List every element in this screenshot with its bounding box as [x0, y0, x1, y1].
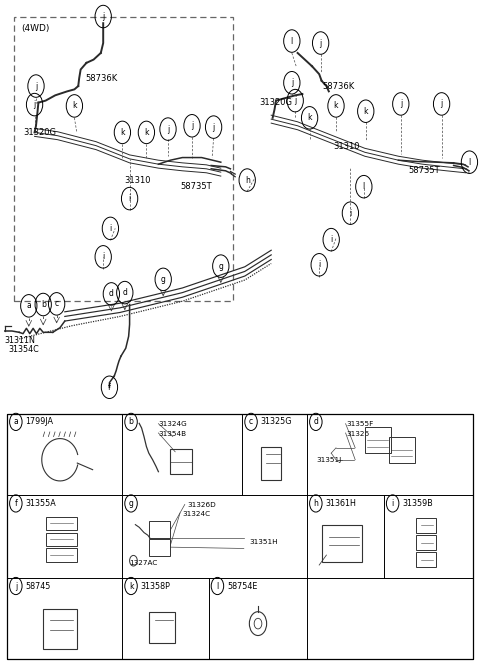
Text: 31326D: 31326D: [187, 502, 216, 508]
Text: k: k: [307, 113, 312, 122]
Text: i: i: [318, 260, 320, 269]
Text: 31351H: 31351H: [250, 539, 278, 545]
Text: j: j: [167, 124, 169, 134]
Text: 31326: 31326: [347, 430, 370, 437]
Bar: [389, 437, 415, 463]
Text: h: h: [245, 175, 250, 185]
Text: i: i: [129, 194, 131, 203]
Text: l: l: [468, 158, 470, 167]
Text: j: j: [320, 38, 322, 48]
Bar: [170, 449, 192, 474]
Text: 31324G: 31324G: [158, 421, 187, 428]
Text: 31354C: 31354C: [9, 345, 39, 354]
Text: j: j: [191, 121, 193, 130]
Text: i: i: [102, 252, 104, 261]
Text: 31311N: 31311N: [5, 336, 36, 346]
Text: j: j: [294, 96, 296, 105]
Text: l: l: [363, 182, 365, 191]
Text: k: k: [334, 101, 338, 111]
Text: d: d: [109, 289, 114, 299]
Bar: [149, 539, 170, 556]
Text: d: d: [122, 288, 127, 297]
Text: 31355F: 31355F: [347, 421, 374, 428]
Text: d: d: [313, 418, 318, 426]
Text: 31325G: 31325G: [261, 418, 292, 426]
Text: l: l: [291, 36, 293, 46]
Text: 31361H: 31361H: [325, 499, 356, 508]
Text: a: a: [13, 418, 18, 426]
Text: g: g: [161, 275, 166, 284]
Text: j: j: [102, 12, 104, 21]
Text: b: b: [41, 300, 46, 309]
Text: j: j: [400, 99, 402, 109]
Bar: [14, 17, 233, 301]
Text: k: k: [144, 128, 149, 137]
Text: 31358P: 31358P: [141, 581, 170, 591]
Text: g: g: [129, 499, 133, 508]
Text: 58736K: 58736K: [85, 73, 118, 83]
Text: 31355A: 31355A: [25, 499, 56, 508]
Bar: [149, 612, 175, 643]
Text: 58736K: 58736K: [323, 81, 355, 91]
Text: i: i: [330, 235, 332, 244]
Text: i: i: [392, 499, 394, 508]
Text: j: j: [441, 99, 443, 109]
Text: f: f: [108, 383, 111, 392]
Bar: [46, 548, 77, 561]
Text: 31351J: 31351J: [317, 457, 342, 463]
Text: f: f: [14, 499, 17, 508]
Text: (4WD): (4WD): [22, 24, 50, 34]
Text: b: b: [129, 418, 133, 426]
Bar: [322, 526, 362, 561]
Text: 31354B: 31354B: [158, 430, 187, 437]
Text: k: k: [363, 107, 368, 116]
Text: j: j: [291, 78, 293, 87]
Bar: [417, 552, 436, 567]
Bar: [7, 414, 473, 659]
Text: 31320G: 31320G: [259, 98, 292, 107]
Text: 1799JA: 1799JA: [25, 418, 53, 426]
Text: k: k: [72, 101, 77, 111]
Text: j: j: [15, 581, 17, 591]
Text: k: k: [129, 581, 133, 591]
Text: 31359B: 31359B: [402, 499, 433, 508]
Text: 58735T: 58735T: [180, 182, 212, 191]
Text: 58754E: 58754E: [227, 581, 257, 591]
Text: c: c: [249, 418, 253, 426]
Text: 1327AC: 1327AC: [130, 560, 158, 567]
Text: 31324C: 31324C: [182, 510, 211, 517]
Bar: [149, 520, 170, 538]
Bar: [46, 532, 77, 545]
Bar: [46, 516, 77, 530]
Bar: [365, 427, 391, 453]
Text: i: i: [349, 209, 351, 218]
Text: h: h: [313, 499, 318, 508]
Bar: [417, 535, 436, 549]
Text: k: k: [120, 128, 125, 137]
Text: i: i: [109, 224, 111, 233]
Text: 58735T: 58735T: [408, 166, 440, 175]
Text: c: c: [55, 299, 59, 308]
Text: j: j: [213, 122, 215, 132]
Text: 31310: 31310: [334, 142, 360, 152]
Bar: [261, 447, 281, 479]
Text: g: g: [218, 261, 223, 271]
Text: l: l: [216, 581, 218, 591]
Text: j: j: [34, 100, 36, 109]
Text: 58745: 58745: [25, 581, 51, 591]
Text: 31310: 31310: [124, 175, 150, 185]
Bar: [43, 609, 77, 649]
Text: j: j: [35, 81, 37, 91]
Text: 31320G: 31320G: [23, 128, 56, 137]
Text: a: a: [26, 301, 31, 310]
Bar: [417, 518, 436, 532]
